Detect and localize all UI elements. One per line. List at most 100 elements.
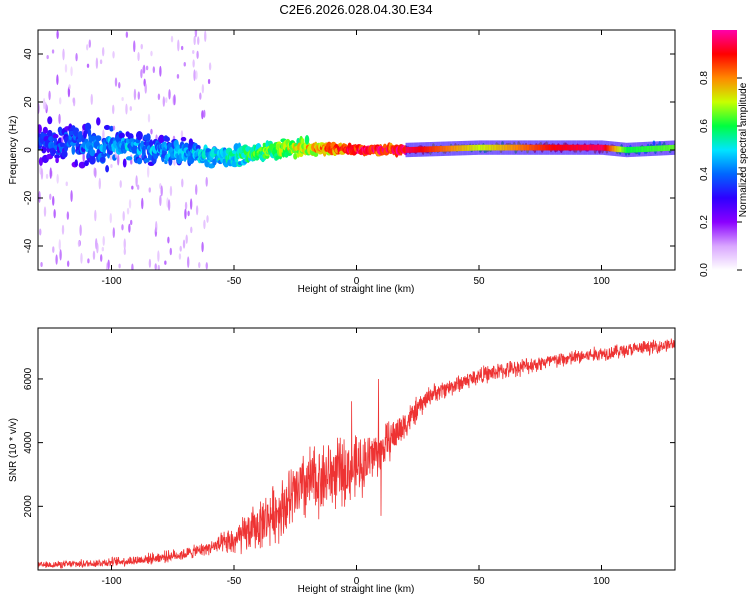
spectrogram-band-core xyxy=(454,145,456,152)
spectrogram-speckle xyxy=(44,101,47,111)
spectrogram-band-core xyxy=(588,144,590,151)
spectrogram-speckle xyxy=(207,78,211,84)
spectrogram-band-core xyxy=(439,146,442,152)
spectrogram-band-core xyxy=(634,146,636,153)
spectrogram-band-core xyxy=(466,145,469,151)
spectrogram-speckle xyxy=(146,166,150,178)
spectrogram-y-tick-label: 40 xyxy=(23,48,34,60)
spectrogram-speckle xyxy=(96,242,99,254)
spectrogram-band-core xyxy=(476,144,478,151)
spectrogram-band-core xyxy=(573,144,575,151)
spectrogram-band-core xyxy=(595,144,597,151)
spectrogram-band-core xyxy=(431,146,433,153)
spectrogram-cell xyxy=(51,149,57,154)
spectrogram-speckle xyxy=(183,61,186,67)
spectrogram-speckle xyxy=(179,245,182,252)
spectrogram-speckle xyxy=(195,205,199,216)
spectrogram-speckle xyxy=(157,93,161,101)
spectrogram-speckle xyxy=(40,261,43,268)
spectrogram-x-tick-label: 50 xyxy=(473,276,485,287)
spectrogram-band-core xyxy=(434,146,437,152)
spectrogram-band-core xyxy=(412,146,415,153)
spectrogram-band-core xyxy=(545,144,547,151)
spectrogram-band-core xyxy=(540,144,542,151)
spectrogram-band-core xyxy=(490,144,492,151)
spectrogram-band-core xyxy=(601,144,603,151)
spectrogram-speckle xyxy=(99,59,103,65)
spectrogram-speckle xyxy=(135,175,138,187)
spectrogram-speckle xyxy=(94,209,97,222)
spectrogram-cell xyxy=(145,133,151,142)
spectrogram-band-core xyxy=(499,144,502,151)
spectrogram-band-core xyxy=(481,144,483,151)
snr-x-tick-label: -100 xyxy=(101,576,121,587)
spectrogram-cell xyxy=(99,156,106,163)
spectrogram-band-core xyxy=(553,144,556,151)
spectrogram-band-core xyxy=(542,144,545,151)
spectrogram-speckle xyxy=(100,254,103,262)
spectrogram-band-core xyxy=(661,145,663,152)
spectrogram-speckle xyxy=(101,246,105,252)
spectrogram-band-core xyxy=(665,145,667,151)
colorbar-tick-label: 0.6 xyxy=(699,119,710,133)
spectrogram-band-core xyxy=(502,144,504,151)
spectrogram-band-core xyxy=(577,144,579,151)
spectrogram-speckle xyxy=(144,83,147,94)
spectrogram-speckle xyxy=(201,110,204,120)
spectrogram-band-core xyxy=(417,146,420,153)
spectrogram-speckle xyxy=(119,180,122,188)
spectrogram-band-core xyxy=(421,146,423,153)
spectrogram-speckle xyxy=(190,226,193,234)
spectrogram-amplitude-blobs xyxy=(38,30,675,270)
spectrogram-band-core xyxy=(409,147,411,153)
spectrogram-band-core xyxy=(562,144,564,151)
spectrogram-speckle xyxy=(173,94,176,106)
spectrogram-band-core xyxy=(579,144,581,151)
spectrogram-band-core xyxy=(420,146,422,153)
spectrogram-band-core xyxy=(655,145,657,152)
spectrogram-band-core xyxy=(672,144,674,151)
spectrogram-speckle xyxy=(92,250,96,261)
spectrogram-band-core xyxy=(596,144,598,151)
spectrogram-y-tick-label: 20 xyxy=(23,96,34,108)
spectrogram-band-core xyxy=(670,144,672,151)
spectrogram-band-core xyxy=(558,144,561,151)
spectrogram-cell xyxy=(52,133,59,139)
spectrogram-band-core xyxy=(449,145,451,152)
spectrogram-speckle xyxy=(152,66,156,74)
spectrogram-band-core xyxy=(438,146,440,152)
spectrogram-speckle xyxy=(128,199,132,209)
spectrogram-band-core xyxy=(606,145,608,151)
spectrogram-y-tick-label: -20 xyxy=(23,190,34,205)
spectrogram-y-ticks: -40 -20 0 20 40 xyxy=(23,48,675,253)
spectrogram-speckle xyxy=(145,65,149,71)
spectrogram-band-core xyxy=(520,144,523,151)
spectrogram-band-core xyxy=(581,144,584,151)
spectrogram-band-core xyxy=(561,144,563,151)
spectrogram-band-core xyxy=(452,145,454,152)
spectrogram-speckle xyxy=(194,30,198,38)
spectrogram-band-core xyxy=(554,144,557,151)
spectrogram-band-core xyxy=(570,144,573,151)
spectrogram-speckle xyxy=(193,69,196,82)
spectrogram-speckle xyxy=(204,30,207,43)
spectrogram-band-core xyxy=(659,145,661,152)
spectrogram-band-core xyxy=(541,144,543,151)
spectrogram-band-core xyxy=(626,147,628,153)
spectrogram-band-core xyxy=(528,144,530,151)
spectrogram-speckle xyxy=(170,35,174,43)
spectrogram-cell xyxy=(55,157,59,164)
snr-y-tick-label: 6000 xyxy=(23,367,34,390)
spectrogram-band-core xyxy=(552,144,554,151)
spectrogram-speckle xyxy=(198,261,201,269)
spectrogram-band-core xyxy=(597,144,600,151)
spectrogram-band-core xyxy=(459,145,461,152)
colorbar-label: Normalized spectral amplitude xyxy=(738,82,749,217)
spectrogram-speckle xyxy=(121,224,124,231)
spectrogram-speckle xyxy=(121,96,124,102)
spectrogram-band-core xyxy=(592,144,595,151)
spectrogram-speckle xyxy=(159,194,162,207)
spectrogram-band-core xyxy=(455,145,458,152)
spectrogram-speckle xyxy=(86,44,89,51)
